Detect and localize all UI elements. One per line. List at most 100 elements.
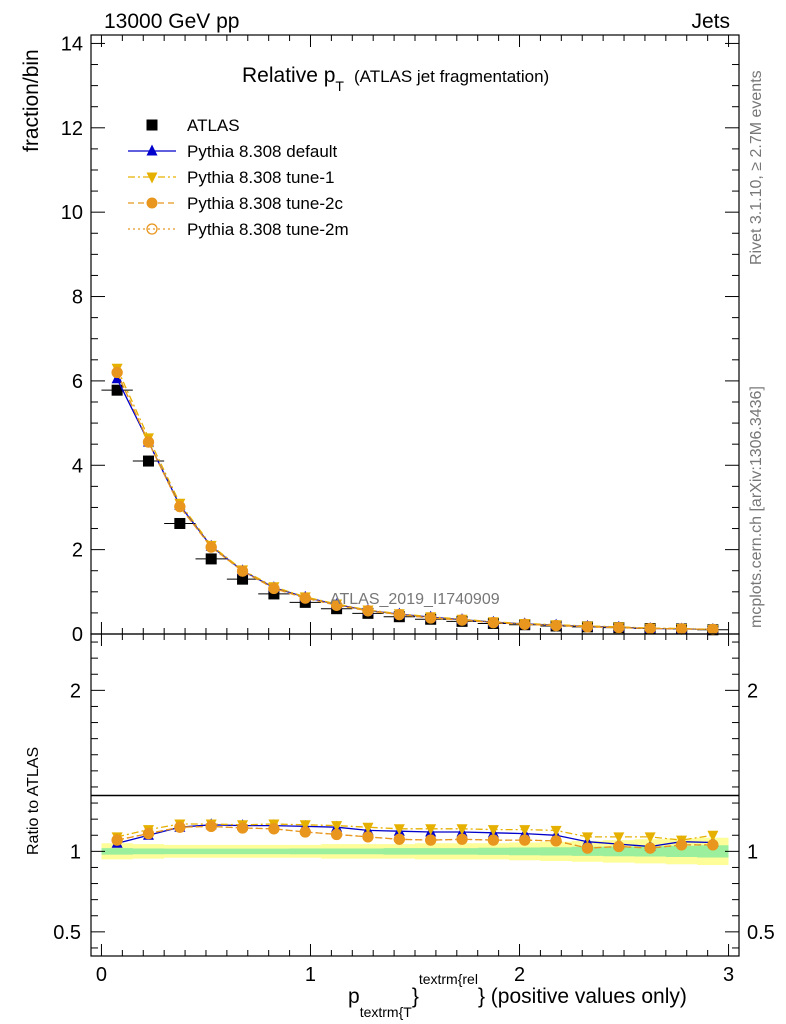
data-point (613, 622, 625, 634)
y-tick-label: 0 (72, 624, 83, 646)
ratio-point (299, 826, 311, 838)
data-point (237, 573, 249, 585)
ratio-series-layer (111, 818, 719, 854)
ratio-point (205, 820, 217, 833)
main-series-layer (101, 363, 729, 636)
ratio-point (675, 839, 688, 851)
data-point (707, 623, 719, 635)
main-axis-ticks: 0 2 4 6 8 10 12 14 (61, 33, 739, 646)
x-axis-label: ptextrm{T}textrm{rel} (positive values o… (348, 971, 687, 1020)
header-process-label: Jets (691, 10, 730, 33)
legend-entry: Pythia 8.308 tune-1 (128, 168, 334, 187)
ratio-point (393, 824, 405, 836)
ratio-point (519, 834, 531, 846)
y-tick-label: 2 (72, 540, 83, 562)
ratio-plot-panel: 0.5 0.5 1 1 2 2 0 1 2 3 Ratio to ATLAS ptextrm{T}… (25, 633, 775, 1020)
ratio-point (613, 840, 625, 853)
legend-label: Pythia 8.308 tune-1 (187, 168, 334, 187)
legend-entry: Pythia 8.308 default (128, 142, 338, 161)
x-label-subscript: textrm{T (360, 1004, 413, 1020)
data-point (142, 455, 154, 467)
title-rest: (ATLAS jet fragmentation) (354, 67, 549, 86)
x-tick-label: 2 (514, 964, 525, 986)
data-point (487, 616, 500, 629)
ratio-point (487, 834, 500, 846)
ratio-point (268, 823, 280, 835)
data-point (425, 612, 437, 624)
x-label-rest: } (positive values only) (478, 985, 687, 1008)
data-point (393, 609, 405, 621)
ratio-point (707, 839, 719, 851)
data-point (299, 592, 311, 604)
data-point (519, 618, 531, 630)
data-point (393, 608, 405, 621)
data-point (456, 614, 468, 626)
data-point (205, 553, 217, 565)
ratio-band-stat (101, 845, 729, 858)
ratio-point (299, 820, 311, 832)
ratio-point (644, 832, 656, 844)
ratio-uncertainty-bands (101, 837, 729, 865)
title-main: Relative p (242, 64, 335, 87)
data-point (362, 605, 374, 617)
data-point (237, 565, 249, 577)
ratio-point (613, 832, 625, 844)
data-point (111, 384, 123, 396)
data-point (550, 619, 562, 632)
data-point (268, 582, 280, 594)
data-point (644, 623, 656, 635)
ratio-point (362, 831, 374, 843)
x-label-main: p (348, 985, 360, 1008)
ratio-point (581, 842, 593, 854)
ratio-point (456, 833, 468, 845)
ratio-point (581, 832, 593, 844)
ratio-point (519, 834, 531, 846)
main-y-axis-label: fraction/bin (20, 49, 43, 152)
legend-label: Pythia 8.308 default (187, 142, 338, 161)
data-point (331, 599, 343, 611)
x-label-close: } (412, 985, 419, 1008)
legend-marker (146, 223, 158, 235)
data-point (299, 592, 311, 604)
ratio-point (487, 825, 499, 837)
x-tick-label: 1 (305, 964, 316, 986)
series-line (116, 372, 713, 631)
ratio-plot-frame (90, 633, 740, 957)
main-plot-panel: 0 2 4 6 8 10 12 14 fraction/bin Relative pT (ATL… (20, 33, 740, 646)
ratio-point (393, 833, 405, 845)
analysis-watermark: ATLAS_2019_I1740909 (330, 591, 500, 608)
ratio-y-tick-label-right: 0.5 (747, 922, 775, 944)
data-point (330, 599, 343, 611)
data-point (174, 500, 186, 513)
ratio-point (236, 822, 249, 834)
ratio-y-tick-label-left: 0.5 (53, 922, 81, 944)
series-pythia-8-308-tune-2m (111, 366, 719, 636)
ratio-series-pythia-8-308-tune-2m (111, 820, 719, 854)
ratio-point (644, 842, 656, 854)
ratio-point (330, 828, 343, 841)
ratio-point (299, 826, 311, 838)
ratio-point (425, 824, 437, 836)
main-chart-title: Relative pT (ATLAS jet fragmentation) (242, 64, 549, 94)
ratio-point (174, 821, 186, 833)
data-point (425, 612, 437, 624)
y-tick-label: 12 (61, 118, 83, 140)
ratio-series-line (116, 823, 713, 841)
legend-entry: Pythia 8.308 tune-2m (128, 220, 349, 239)
title-subscript: T (335, 78, 344, 94)
y-tick-label: 6 (72, 371, 83, 393)
ratio-point (456, 824, 468, 836)
ratio-point (142, 828, 154, 840)
ratio-point (707, 830, 719, 842)
x-label-superscript: textrm{rel (419, 971, 478, 987)
x-tick-label: 3 (723, 964, 734, 986)
legend-marker (146, 144, 158, 156)
data-point (613, 622, 625, 634)
ratio-point (174, 821, 186, 833)
ratio-point (707, 839, 719, 851)
ratio-y-axis-label: Ratio to ATLAS (25, 747, 42, 855)
x-tick-label: 0 (96, 964, 107, 986)
ratio-axis-ticks: 0.5 0.5 1 1 2 2 0 1 2 3 (53, 634, 775, 986)
legend-label: ATLAS (187, 116, 240, 135)
